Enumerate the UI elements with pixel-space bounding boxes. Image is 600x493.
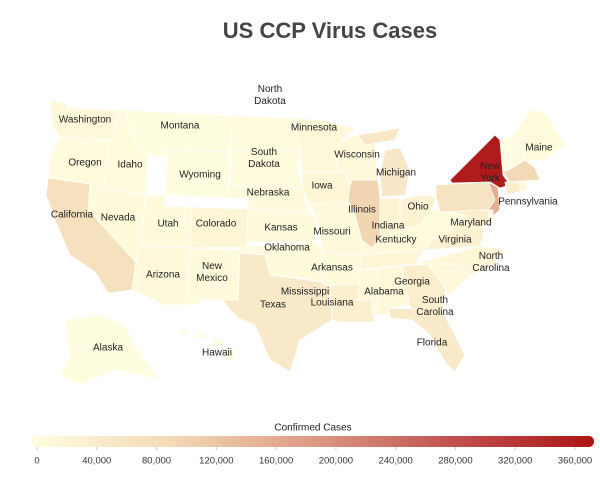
- state: [487, 209, 494, 226]
- state-label: Maine: [525, 143, 553, 154]
- state-label: Wyoming: [179, 170, 221, 181]
- tick-label: 160,000: [259, 456, 293, 467]
- state-label: Iowa: [311, 181, 333, 192]
- legend-title: Confirmed Cases: [274, 423, 351, 434]
- state-label: Wisconsin: [334, 150, 380, 161]
- state-label: Kentucky: [375, 235, 416, 246]
- state-label: Virginia: [438, 235, 472, 246]
- state: [387, 307, 466, 373]
- state-label: Idaho: [117, 160, 142, 171]
- state-labels: Washington Oregon California Nevada Idaho Mon…: [51, 84, 558, 359]
- state-label: South Dakota: [248, 147, 280, 170]
- color-scale: [32, 436, 594, 447]
- state-label: Oregon: [68, 158, 101, 169]
- state-label: Michigan: [376, 168, 416, 179]
- tick-label: 320,000: [498, 456, 532, 467]
- state-label: Mississippi: [281, 287, 329, 298]
- map-title: US CCP Virus Cases: [223, 18, 437, 43]
- state-label: Texas: [260, 300, 286, 311]
- state: [414, 245, 506, 276]
- state: [435, 181, 496, 213]
- state-label: New York: [480, 161, 501, 184]
- state-label: Georgia: [394, 277, 430, 288]
- tick-label: 120,000: [199, 456, 233, 467]
- state-label: Illinois: [348, 205, 376, 216]
- state-label: South Carolina: [416, 295, 454, 318]
- state: [379, 147, 411, 198]
- state-label: Alabama: [364, 287, 404, 298]
- state-label: New Mexico: [196, 261, 228, 284]
- state-label: Pennsylvania: [498, 197, 558, 208]
- state-label: Utah: [157, 219, 178, 230]
- state-label: Hawaii: [202, 348, 232, 359]
- tick-label: 80,000: [142, 456, 171, 467]
- state-label: Kansas: [264, 223, 297, 234]
- state: [179, 327, 237, 363]
- tick-label: 240,000: [378, 456, 412, 467]
- legend: 0 40,000 80,000 120,000 160,000 200,000 240,00…: [32, 436, 594, 467]
- state-label: Colorado: [196, 219, 237, 230]
- state: [357, 127, 401, 146]
- state-label: Oklahoma: [264, 243, 310, 254]
- state-label: Montana: [161, 121, 200, 132]
- tick-label: 200,000: [319, 456, 353, 467]
- state: [347, 179, 381, 249]
- state-label: Indiana: [372, 221, 405, 232]
- state-label: Nebraska: [247, 188, 290, 199]
- tick-label: 360,000: [558, 456, 592, 467]
- state: [126, 109, 233, 158]
- state-label: Maryland: [450, 218, 491, 229]
- state-label: California: [51, 210, 94, 221]
- state-label: Nevada: [101, 213, 136, 224]
- state: [449, 134, 511, 189]
- state-label: North Carolina: [472, 251, 510, 274]
- state: [230, 115, 301, 151]
- state-label: Alaska: [93, 343, 123, 354]
- state-label: Minnesota: [291, 123, 338, 134]
- state: [229, 149, 303, 189]
- state-label: North Dakota: [254, 84, 286, 107]
- tick-label: 0: [34, 456, 39, 467]
- state-label: Washington: [59, 115, 111, 126]
- state-label: Louisiana: [311, 298, 354, 309]
- state: [246, 208, 319, 243]
- tick-label: 280,000: [438, 456, 472, 467]
- state-label: Missouri: [313, 227, 350, 238]
- state-label: Ohio: [407, 202, 429, 213]
- state-label: Florida: [417, 338, 448, 349]
- state: [221, 252, 333, 373]
- state-label: Arkansas: [311, 263, 353, 274]
- state: [504, 181, 521, 196]
- state-label: Arizona: [146, 270, 180, 281]
- states: [45, 99, 566, 386]
- tick-label: 40,000: [82, 456, 111, 467]
- state: [59, 314, 161, 386]
- state: [519, 181, 528, 193]
